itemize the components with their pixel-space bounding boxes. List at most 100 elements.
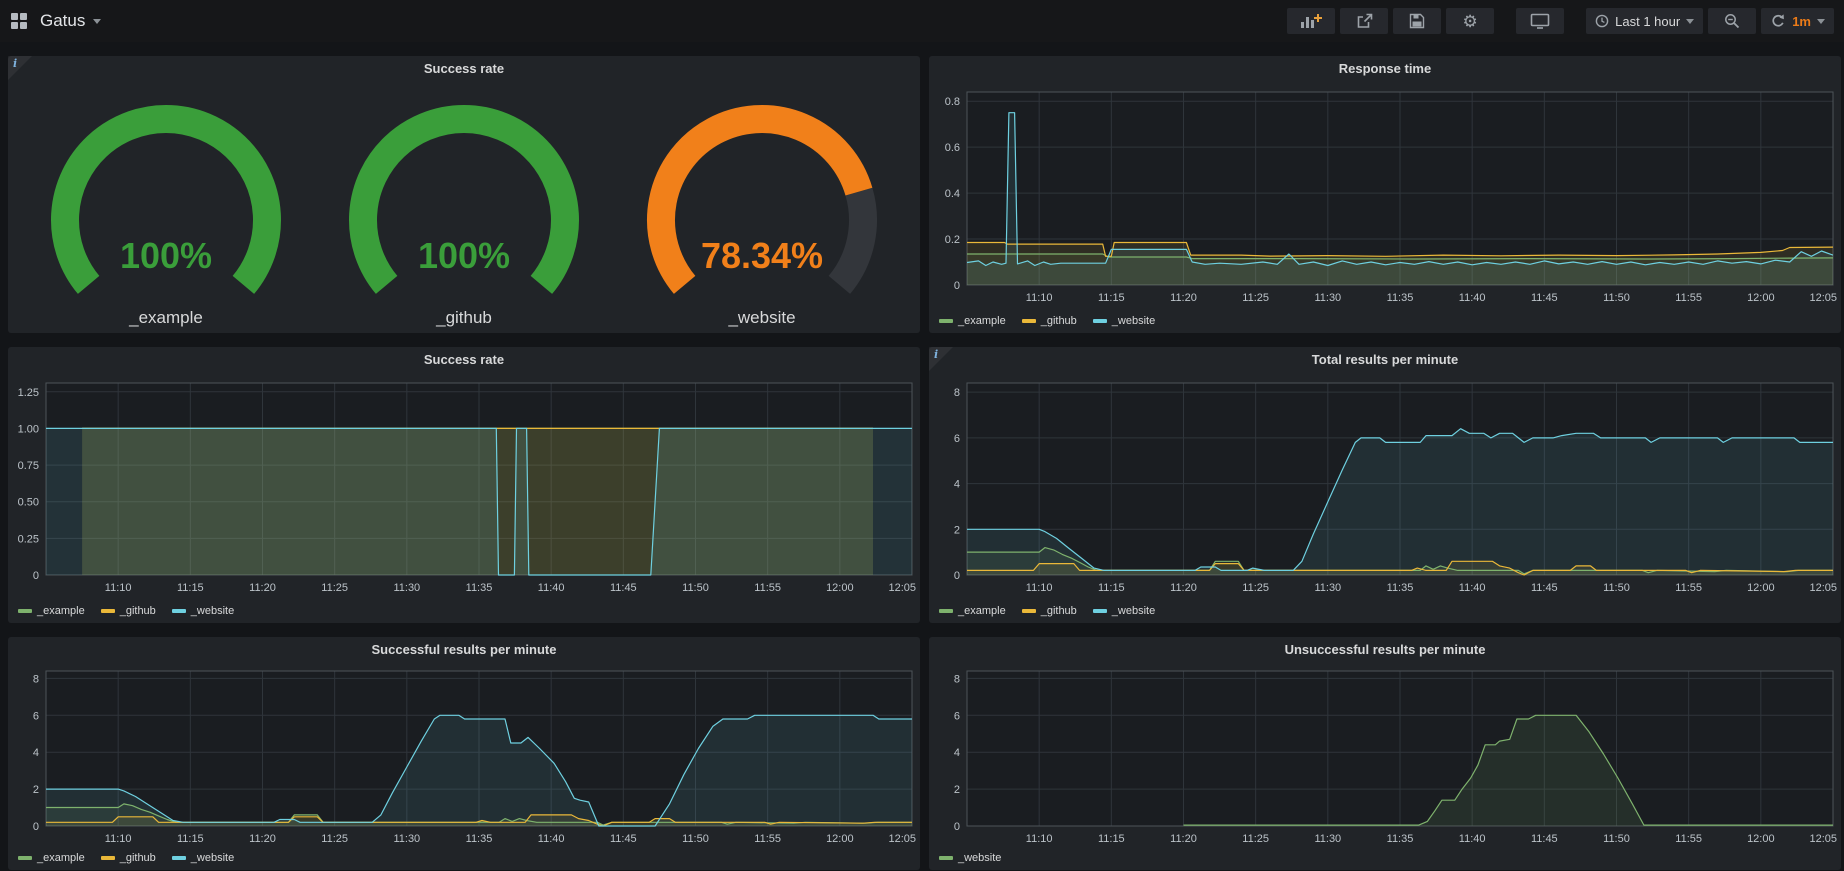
svg-text:12:00: 12:00 bbox=[1747, 582, 1775, 594]
svg-text:11:45: 11:45 bbox=[610, 582, 637, 594]
dashboard-title: Gatus bbox=[40, 11, 86, 30]
svg-text:11:30: 11:30 bbox=[1314, 292, 1341, 304]
dashboard-grid-icon[interactable] bbox=[10, 12, 28, 30]
legend-item-_example[interactable]: _example bbox=[939, 605, 1006, 617]
svg-text:11:25: 11:25 bbox=[321, 582, 348, 594]
chart-canvas-success-rate[interactable]: 0 0.25 0.50 0.75 1.00 1.25 11:10 11:15 11:20 11:2… bbox=[8, 347, 920, 623]
legend-item-_github[interactable]: _github bbox=[1021, 315, 1077, 327]
panel-title[interactable]: Success rate bbox=[423, 352, 505, 367]
zoom-out-button[interactable] bbox=[1708, 8, 1757, 34]
legend-item-_website[interactable]: _website bbox=[171, 852, 234, 864]
svg-text:2: 2 bbox=[33, 784, 39, 796]
chart-legend: _example _github _website bbox=[18, 852, 234, 864]
legend-color-chip bbox=[1021, 609, 1036, 613]
zoom-out-icon bbox=[1724, 13, 1740, 29]
svg-text:11:40: 11:40 bbox=[1459, 292, 1486, 304]
gauge-arc: 100% bbox=[51, 105, 281, 294]
legend-item-_example[interactable]: _example bbox=[18, 852, 85, 864]
refresh-picker[interactable]: 1m bbox=[1761, 8, 1834, 34]
settings-button[interactable]: ⚙ bbox=[1446, 8, 1495, 34]
chart-canvas-successful-results-per-minute[interactable]: 0 2 4 6 8 11:10 11:15 11:20 11:25 11:30 11:35 11:40… bbox=[8, 637, 920, 870]
gauge-label: _website bbox=[728, 308, 796, 327]
svg-text:11:10: 11:10 bbox=[1026, 292, 1053, 304]
svg-text:11:15: 11:15 bbox=[177, 833, 204, 845]
legend-color-chip bbox=[100, 856, 115, 860]
legend-item-_github[interactable]: _github bbox=[100, 605, 156, 617]
gauge-arc: 78.34% bbox=[647, 105, 877, 294]
svg-text:0.2: 0.2 bbox=[945, 234, 960, 246]
dashboard-title-dropdown[interactable]: Gatus bbox=[40, 11, 102, 31]
gauge-row: 100% _example 100% _github 78.34% _website bbox=[8, 100, 920, 328]
legend-item-_example[interactable]: _example bbox=[18, 605, 85, 617]
panel-title[interactable]: Response time bbox=[1338, 61, 1432, 76]
svg-text:11:25: 11:25 bbox=[1242, 292, 1269, 304]
legend-series-name: _github bbox=[119, 605, 156, 617]
legend-item-_example[interactable]: _example bbox=[939, 315, 1006, 327]
panel-title[interactable]: Unsuccessful results per minute bbox=[1284, 642, 1486, 657]
svg-text:11:10: 11:10 bbox=[1026, 833, 1053, 845]
svg-text:12:05: 12:05 bbox=[888, 582, 916, 594]
panel-title[interactable]: Success rate bbox=[423, 61, 505, 76]
chart-successful-results[interactable]: 0 2 4 6 8 11:10 11:15 11:20 11:25 11:30 11:35 11:40… bbox=[8, 637, 920, 870]
chart-unsuccessful-results[interactable]: 0 2 4 6 8 11:10 11:15 11:20 11:25 11:30 11:35 11:40… bbox=[929, 637, 1841, 870]
gauge-_github: 100% _github bbox=[344, 100, 584, 328]
add-panel-button[interactable] bbox=[1287, 8, 1336, 34]
share-button[interactable] bbox=[1340, 8, 1389, 34]
chart-canvas-total-results-per-minute[interactable]: 0 2 4 6 8 11:10 11:15 11:20 11:25 11:30 11:35 11:40… bbox=[929, 347, 1841, 623]
gauge-label: _github bbox=[436, 308, 492, 327]
chart-legend: _example _github _website bbox=[18, 605, 234, 617]
svg-text:11:35: 11:35 bbox=[466, 833, 493, 845]
chart-success-rate[interactable]: 0 0.25 0.50 0.75 1.00 1.25 11:10 11:15 11:20 11:2… bbox=[8, 347, 920, 623]
panel-info-icon[interactable]: i bbox=[929, 347, 953, 371]
svg-text:78.34%: 78.34% bbox=[701, 235, 823, 276]
svg-text:1.00: 1.00 bbox=[18, 423, 39, 435]
tv-mode-button[interactable] bbox=[1516, 8, 1565, 34]
legend-item-_website[interactable]: _website bbox=[1092, 315, 1156, 327]
clock-icon bbox=[1595, 14, 1609, 28]
panel-title[interactable]: Total results per minute bbox=[1311, 352, 1459, 367]
svg-text:0.6: 0.6 bbox=[945, 142, 960, 154]
chevron-down-icon bbox=[93, 18, 102, 24]
svg-text:11:10: 11:10 bbox=[105, 582, 132, 594]
svg-text:0.8: 0.8 bbox=[945, 96, 960, 108]
svg-text:100%: 100% bbox=[418, 235, 510, 276]
save-button[interactable] bbox=[1393, 8, 1442, 34]
chart-canvas-response-time[interactable]: 0 0.2 0.4 0.6 0.8 11:10 11:15 11:20 11:25 11:30 11… bbox=[929, 56, 1841, 333]
panel-successful-results: Successful results per minute 0 2 4 6 8 11:10… bbox=[8, 637, 920, 870]
legend-color-chip bbox=[171, 609, 186, 613]
svg-text:11:35: 11:35 bbox=[1387, 582, 1414, 594]
svg-text:4: 4 bbox=[954, 747, 960, 759]
chart-canvas-unsuccessful-results-per-minute[interactable]: 0 2 4 6 8 11:10 11:15 11:20 11:25 11:30 11:35 11:40… bbox=[929, 637, 1841, 870]
chart-response-time[interactable]: 0 0.2 0.4 0.6 0.8 11:10 11:15 11:20 11:25 11:30 11… bbox=[929, 56, 1841, 333]
legend-series-name: _github bbox=[1040, 315, 1077, 327]
svg-text:2: 2 bbox=[954, 784, 960, 796]
legend-item-_website[interactable]: _website bbox=[1092, 605, 1155, 617]
svg-text:11:40: 11:40 bbox=[538, 582, 565, 594]
gauge-label: _example bbox=[129, 308, 203, 327]
panel-info-icon[interactable]: i bbox=[8, 56, 32, 80]
svg-text:11:50: 11:50 bbox=[1603, 833, 1630, 845]
legend-series-name: _example bbox=[37, 852, 85, 864]
legend-series-name: _website bbox=[958, 852, 1002, 864]
svg-text:11:30: 11:30 bbox=[1314, 833, 1341, 845]
time-range-picker[interactable]: Last 1 hour bbox=[1586, 8, 1704, 34]
svg-text:8: 8 bbox=[954, 673, 960, 685]
chart-total-results[interactable]: 0 2 4 6 8 11:10 11:15 11:20 11:25 11:30 11:35 11:40… bbox=[929, 347, 1841, 623]
panel-title[interactable]: Successful results per minute bbox=[371, 642, 557, 657]
svg-text:11:55: 11:55 bbox=[1675, 833, 1702, 845]
svg-text:11:45: 11:45 bbox=[1531, 292, 1558, 304]
legend-color-chip bbox=[939, 609, 953, 613]
legend-item-_website[interactable]: _website bbox=[171, 605, 234, 617]
svg-text:0: 0 bbox=[33, 821, 39, 833]
add-panel-icon bbox=[1300, 13, 1323, 29]
legend-series-name: _website bbox=[1111, 315, 1156, 327]
legend-item-_github[interactable]: _github bbox=[100, 852, 156, 864]
svg-text:11:40: 11:40 bbox=[1459, 582, 1486, 594]
svg-text:11:15: 11:15 bbox=[177, 582, 204, 594]
legend-item-_website[interactable]: _website bbox=[939, 852, 1001, 864]
legend-item-_github[interactable]: _github bbox=[1021, 605, 1077, 617]
chart-legend: _example _github _website bbox=[939, 605, 1155, 617]
svg-text:11:20: 11:20 bbox=[1170, 582, 1197, 594]
svg-text:11:50: 11:50 bbox=[1603, 582, 1630, 594]
svg-text:11:40: 11:40 bbox=[1459, 833, 1486, 845]
